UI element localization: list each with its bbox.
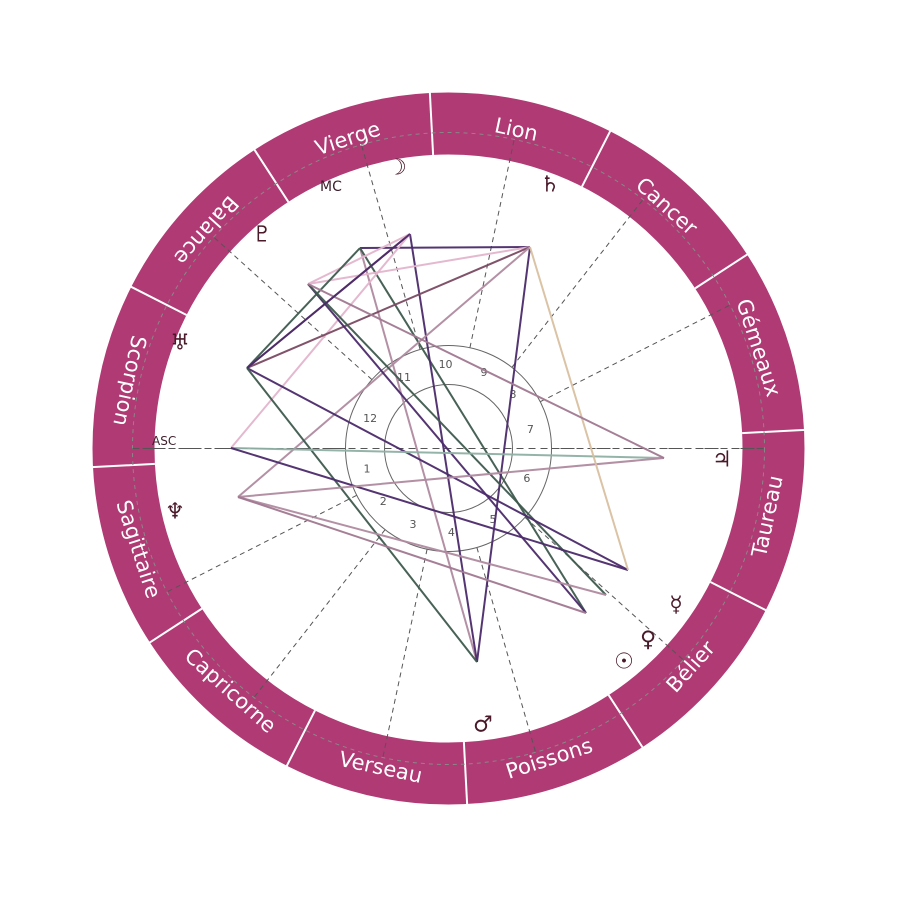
house-cusp-line xyxy=(253,529,386,698)
zodiac-separator xyxy=(607,694,644,749)
zodiac-separator xyxy=(742,428,806,435)
aspect-line xyxy=(246,367,478,663)
aspect-line xyxy=(307,233,411,285)
house-number: 9 xyxy=(480,366,487,379)
planet-glyphs: ☽ ♄ ♇ ♅ ♃ ♆ ☿ ♀☉ ♂ xyxy=(165,156,732,738)
house-number-ring-outer xyxy=(345,345,552,552)
mars-glyph: ♂ xyxy=(473,713,493,738)
house-number: 11 xyxy=(397,371,411,384)
house-cusp-line xyxy=(469,139,515,348)
aspect-line xyxy=(307,283,665,459)
sun-glyph: ☉ xyxy=(614,650,634,675)
zodiac-ring-separators xyxy=(91,91,806,806)
aspect-line xyxy=(359,247,478,663)
house-number: 8 xyxy=(509,388,516,401)
saturn-glyph: ♄ xyxy=(540,173,560,198)
zodiac-ring: Vierge LionCancerGémeauxTaureauBélierPois… xyxy=(91,91,806,806)
aspect-line xyxy=(246,246,531,369)
aspect-line xyxy=(230,233,411,449)
zodiac-separator xyxy=(285,710,316,768)
aspect-line xyxy=(529,246,629,571)
house-number: 4 xyxy=(448,526,455,539)
house-number: 1 xyxy=(363,462,370,475)
house-cusp-line xyxy=(511,199,644,368)
uranus-glyph: ♅ xyxy=(170,331,190,356)
house-number: 5 xyxy=(490,513,497,526)
house-cusp-line xyxy=(382,549,428,758)
house-number: 7 xyxy=(527,423,534,436)
house-number: 3 xyxy=(410,518,417,531)
house-number: 6 xyxy=(523,472,530,485)
aspect-line xyxy=(307,283,607,596)
aspect-line xyxy=(237,246,531,498)
neptune-glyph: ♆ xyxy=(165,500,185,525)
aspect-line xyxy=(359,246,531,249)
zodiac-separator xyxy=(129,285,187,316)
aspect-lines xyxy=(230,233,665,663)
aspect-line xyxy=(230,447,665,459)
aspect-line xyxy=(359,247,587,614)
zodiac-separator xyxy=(428,91,435,155)
house-cusp-line xyxy=(540,304,731,403)
house-cusp-line xyxy=(524,517,684,661)
asc-label: ASC xyxy=(152,434,176,448)
zodiac-separator xyxy=(710,581,768,612)
aspect-line xyxy=(307,246,531,285)
house-number: 12 xyxy=(363,412,377,425)
pluto-glyph: ♇ xyxy=(252,223,272,248)
aspect-line xyxy=(237,496,607,596)
zodiac-separator xyxy=(694,253,749,290)
mercury-glyph: ☿ xyxy=(669,593,683,618)
aspect-line xyxy=(230,447,629,571)
house-cusp-line xyxy=(166,494,357,593)
house-cusp-lines xyxy=(132,139,765,758)
mc-label: MC xyxy=(320,179,342,195)
aspect-line xyxy=(246,247,361,369)
aspect-line xyxy=(246,367,629,571)
aspect-line xyxy=(246,233,411,369)
house-number: 2 xyxy=(380,495,387,508)
zodiac-ring-band xyxy=(92,92,805,805)
zodiac-separator xyxy=(581,129,612,187)
moon-glyph: ☽ xyxy=(387,156,407,181)
jupiter-glyph: ♃ xyxy=(712,448,732,473)
house-number-ring-inner xyxy=(384,384,513,513)
aspect-line xyxy=(237,457,665,498)
house-number: 10 xyxy=(439,358,453,371)
aspect-line xyxy=(237,496,587,614)
venus-glyph: ♀ xyxy=(640,628,656,653)
zodiac-separator xyxy=(91,462,155,469)
zodiac-separator xyxy=(253,148,290,203)
zodiac-separator xyxy=(148,607,203,644)
zodiac-separator xyxy=(462,742,469,806)
aspect-line xyxy=(409,233,478,663)
aspect-line xyxy=(307,283,587,614)
